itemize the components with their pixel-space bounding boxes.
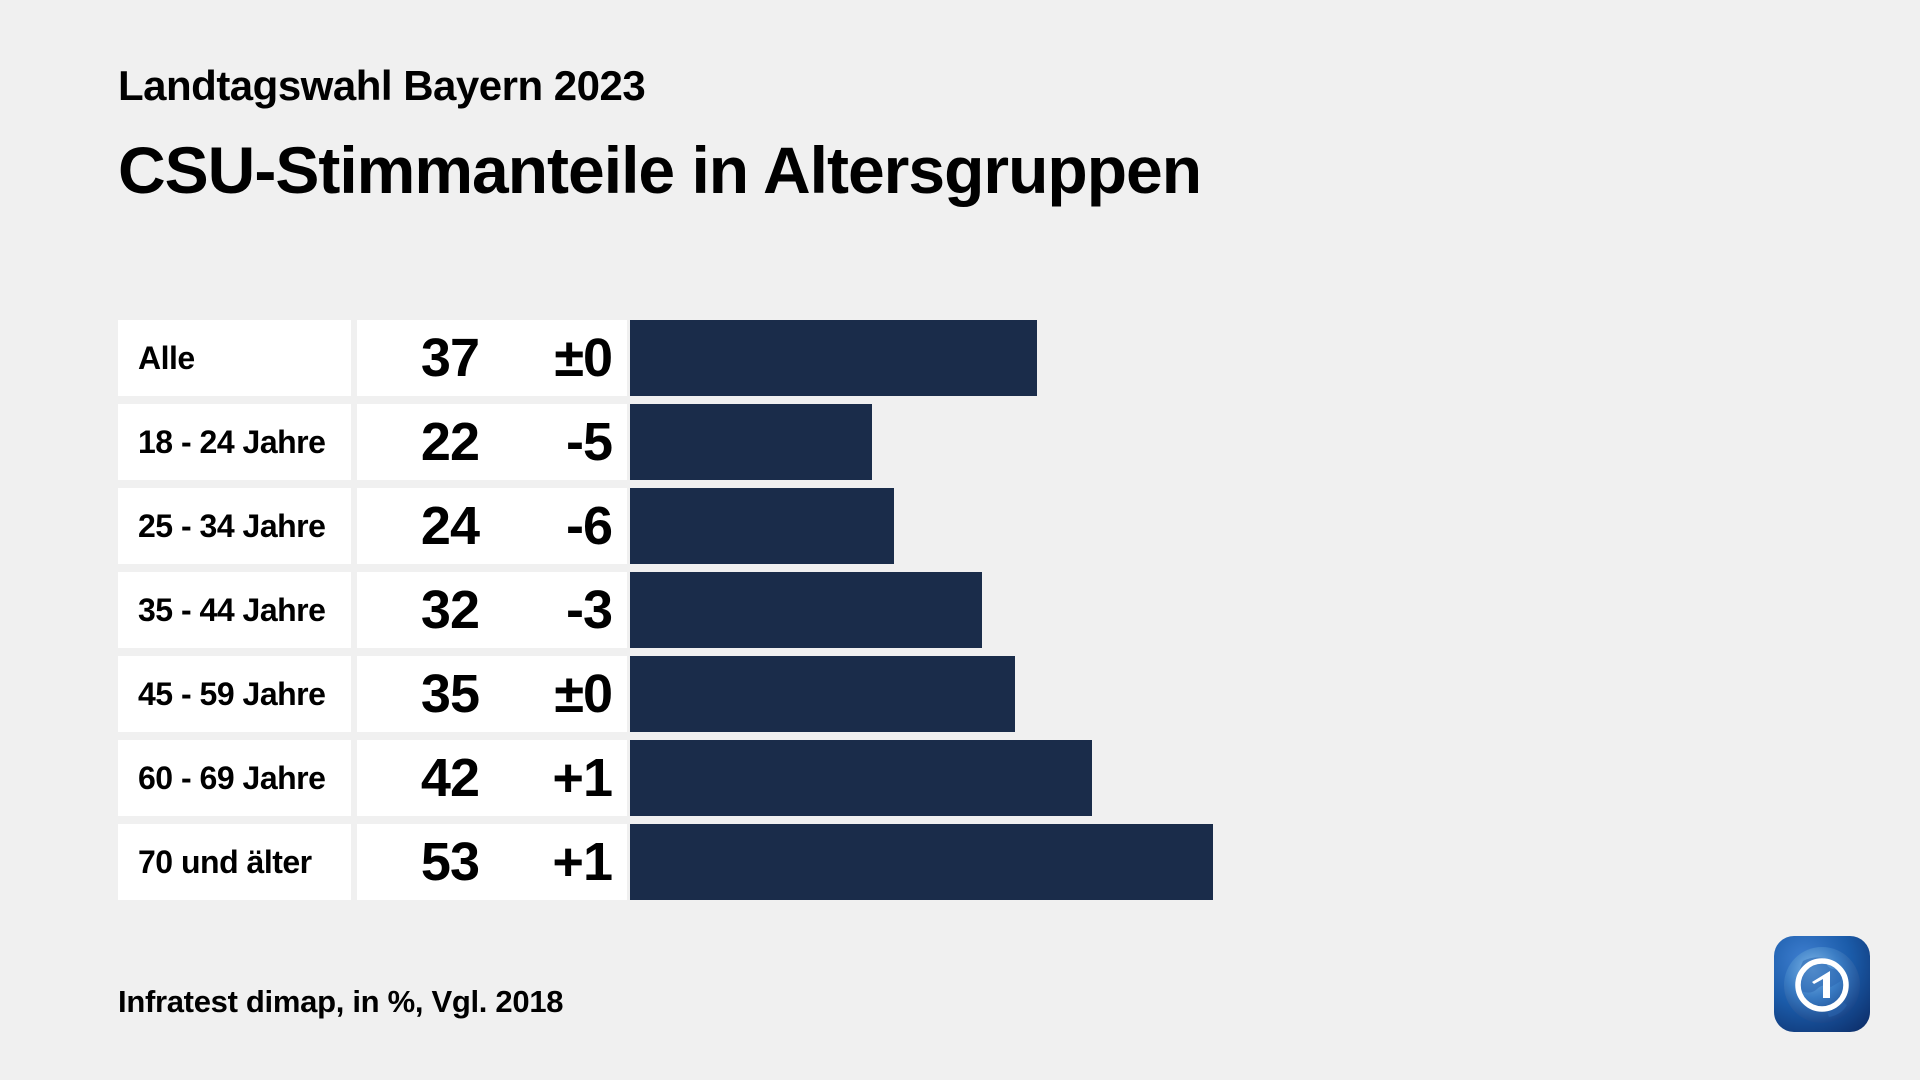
- chart-row: Alle 37 ±0: [118, 320, 1908, 396]
- value-number: 24: [420, 496, 480, 556]
- value-change: +1: [552, 748, 613, 808]
- bar: [630, 488, 894, 564]
- value-change: -6: [565, 496, 613, 556]
- value-change: +1: [552, 832, 613, 892]
- source-note: Infratest dimap, in %, Vgl. 2018: [118, 984, 564, 1019]
- ard-logo-icon: [1774, 936, 1870, 1032]
- category-label: 70 und älter: [118, 824, 351, 900]
- value-change: ±0: [554, 328, 613, 388]
- value-change: -3: [565, 580, 613, 640]
- chart-row: 18 - 24 Jahre 22 -5: [118, 404, 1908, 480]
- value-cell: 32 -3: [357, 572, 627, 648]
- bar: [630, 740, 1092, 816]
- chart-row: 70 und älter 53 +1: [118, 824, 1908, 900]
- category-label: Alle: [118, 320, 351, 396]
- value-number: 53: [420, 832, 480, 892]
- chart-row: 25 - 34 Jahre 24 -6: [118, 488, 1908, 564]
- bar-chart: Alle 37 ±0 18 - 24 Jahre 22 -5 25 - 34 J…: [118, 320, 1908, 908]
- value-cell: 42 +1: [357, 740, 627, 816]
- value-number: 22: [420, 412, 480, 472]
- bar: [630, 824, 1213, 900]
- value-cell: 24 -6: [357, 488, 627, 564]
- chart-subtitle: Landtagswahl Bayern 2023: [118, 62, 646, 109]
- bar: [630, 572, 982, 648]
- ard-one-globe-logo: [1773, 935, 1871, 1033]
- value-number: 42: [420, 748, 480, 808]
- category-label: 45 - 59 Jahre: [118, 656, 351, 732]
- bar: [630, 320, 1037, 396]
- value-number: 35: [420, 664, 480, 724]
- category-label: 35 - 44 Jahre: [118, 572, 351, 648]
- chart-row: 45 - 59 Jahre 35 ±0: [118, 656, 1908, 732]
- category-label: 60 - 69 Jahre: [118, 740, 351, 816]
- value-change: ±0: [554, 664, 613, 724]
- chart-row: 35 - 44 Jahre 32 -3: [118, 572, 1908, 648]
- bar: [630, 656, 1015, 732]
- category-label: 25 - 34 Jahre: [118, 488, 351, 564]
- value-change: -5: [565, 412, 613, 472]
- bar: [630, 404, 872, 480]
- value-cell: 37 ±0: [357, 320, 627, 396]
- value-number: 32: [420, 580, 480, 640]
- category-label: 18 - 24 Jahre: [118, 404, 351, 480]
- chart-row: 60 - 69 Jahre 42 +1: [118, 740, 1908, 816]
- chart-title: CSU-Stimmanteile in Altersgruppen: [118, 133, 1202, 207]
- value-cell: 35 ±0: [357, 656, 627, 732]
- value-cell: 53 +1: [357, 824, 627, 900]
- value-number: 37: [420, 328, 480, 388]
- value-cell: 22 -5: [357, 404, 627, 480]
